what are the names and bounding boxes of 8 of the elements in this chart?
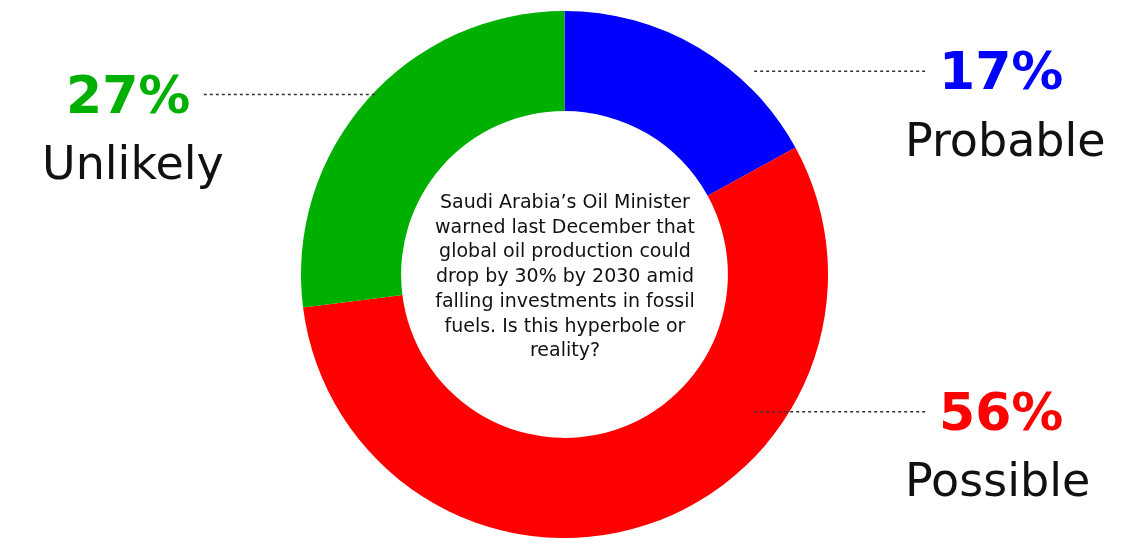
data-label: 27%	[66, 65, 191, 125]
text: Saudi Arabia’s Oil Minister warned last December that global oil production could drop by 30% by 2030 amid falling investments in fossil fuels. Is this hyperbole or reality?	[435, 190, 695, 361]
slice-label: Unlikely	[42, 136, 224, 190]
slice-label: Probable	[905, 113, 1106, 167]
donut-slice	[303, 147, 829, 538]
data-label: 56%	[939, 382, 1064, 442]
data-label: 17%	[939, 41, 1064, 101]
slice-label: Possible	[905, 453, 1091, 507]
